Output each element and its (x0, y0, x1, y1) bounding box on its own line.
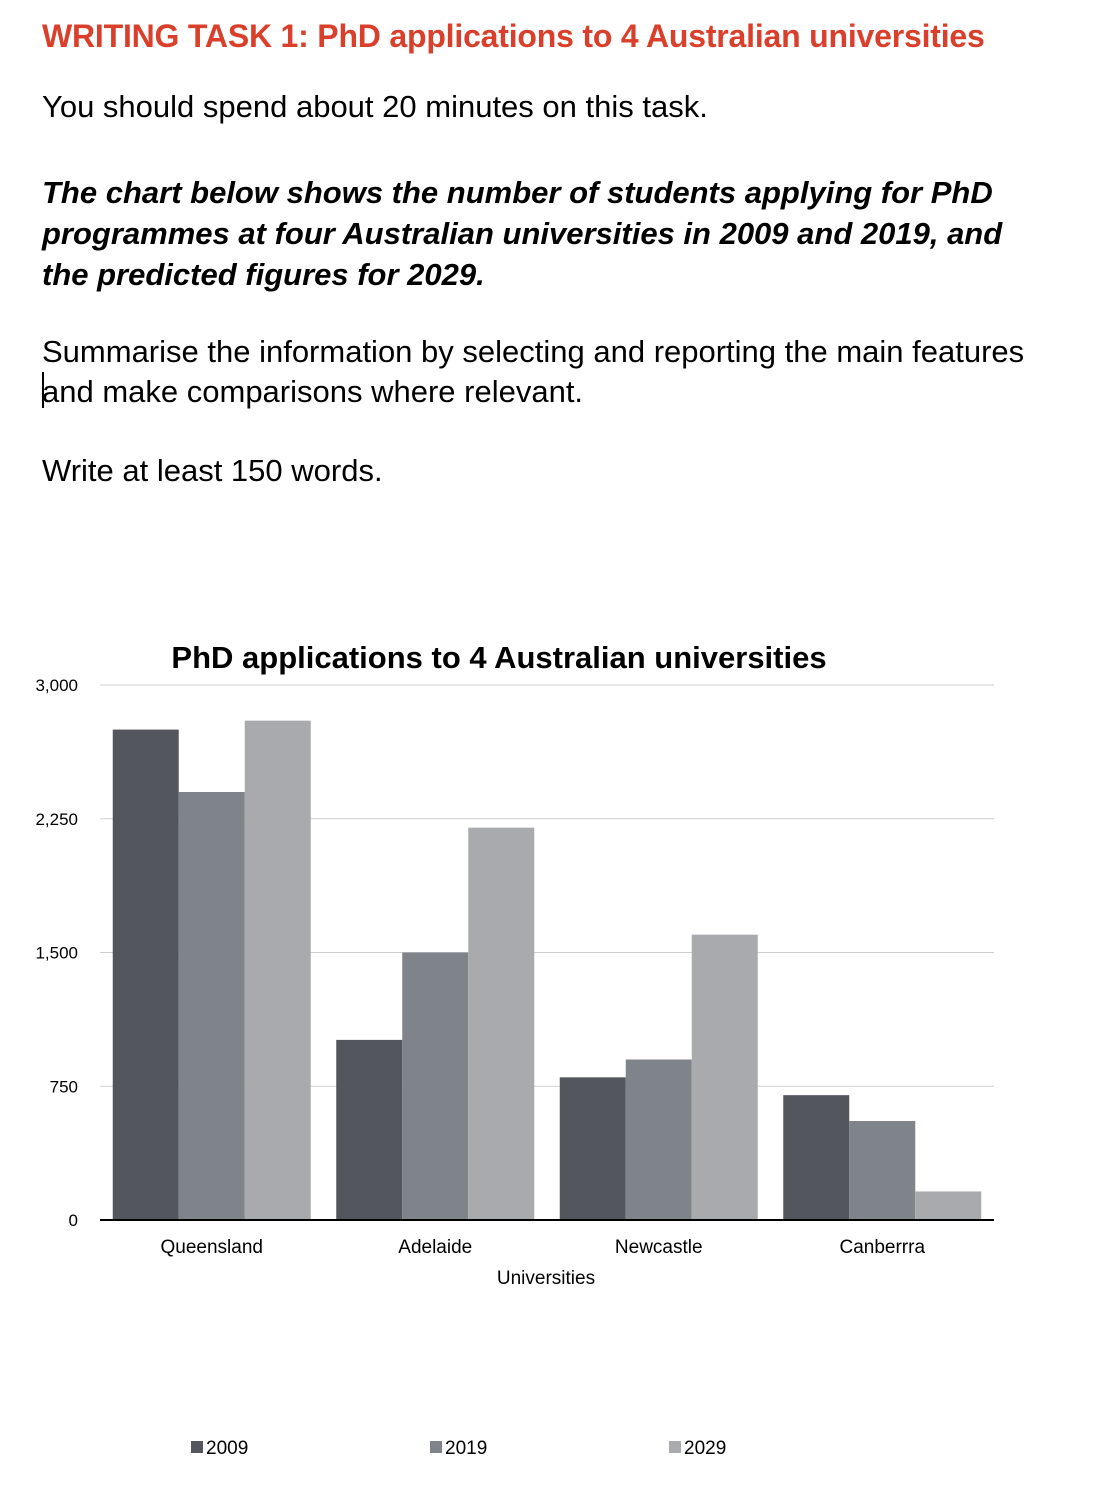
y-tick-label: 750 (50, 1077, 78, 1096)
summary-instruction: Summarise the information by selecting a… (42, 334, 1025, 409)
x-axis-ticks: Queensland Adelaide Newcastle Canberrra (161, 1237, 926, 1258)
legend-label: 2029 (684, 1438, 726, 1459)
x-tick-label: Adelaide (398, 1237, 472, 1258)
bar-2009-newcastle (559, 1077, 626, 1220)
bar-2019-queensland (178, 792, 245, 1220)
bars (112, 720, 982, 1220)
legend-swatch (191, 1441, 203, 1453)
page-title: WRITING TASK 1: PhD applications to 4 Au… (42, 18, 985, 54)
x-tick-label: Queensland (161, 1237, 263, 1258)
task-description: The chart below shows the number of stud… (42, 175, 1003, 292)
legend-swatch (669, 1441, 681, 1453)
instruction-text: You should spend about 20 minutes on thi… (42, 89, 708, 124)
text-cursor (42, 372, 44, 408)
word-limit-text: Write at least 150 words. (42, 453, 383, 488)
legend-label: 2009 (206, 1438, 248, 1459)
x-tick-label: Newcastle (615, 1237, 703, 1258)
y-tick-label: 1,500 (35, 944, 78, 963)
chart-title: PhD applications to 4 Australian univers… (171, 640, 826, 675)
bar-2029-queensland (244, 720, 311, 1220)
y-tick-label: 2,250 (35, 810, 78, 829)
bar-2029-canberrra (915, 1191, 982, 1220)
bar-2009-queensland (112, 729, 179, 1220)
bar-2009-canberrra (783, 1095, 850, 1220)
bar-2019-adelaide (402, 952, 469, 1220)
bar-2019-newcastle (625, 1059, 692, 1220)
legend-swatch (430, 1441, 442, 1453)
legend: 2009 2019 2029 (191, 1438, 726, 1459)
bar-2029-newcastle (691, 934, 758, 1220)
x-tick-label: Canberrra (839, 1237, 925, 1258)
y-tick-label: 0 (69, 1211, 78, 1230)
legend-label: 2019 (445, 1438, 487, 1459)
bar-2029-adelaide (468, 827, 535, 1220)
x-axis-label: Universities (497, 1268, 595, 1289)
bar-chart: PhD applications to 4 Australian univers… (35, 640, 994, 1459)
bar-2009-adelaide (336, 1039, 403, 1220)
y-tick-label: 3,000 (35, 676, 78, 695)
bar-2019-canberrra (849, 1121, 916, 1220)
y-axis-ticks: 0 750 1,500 2,250 3,000 (35, 676, 78, 1230)
